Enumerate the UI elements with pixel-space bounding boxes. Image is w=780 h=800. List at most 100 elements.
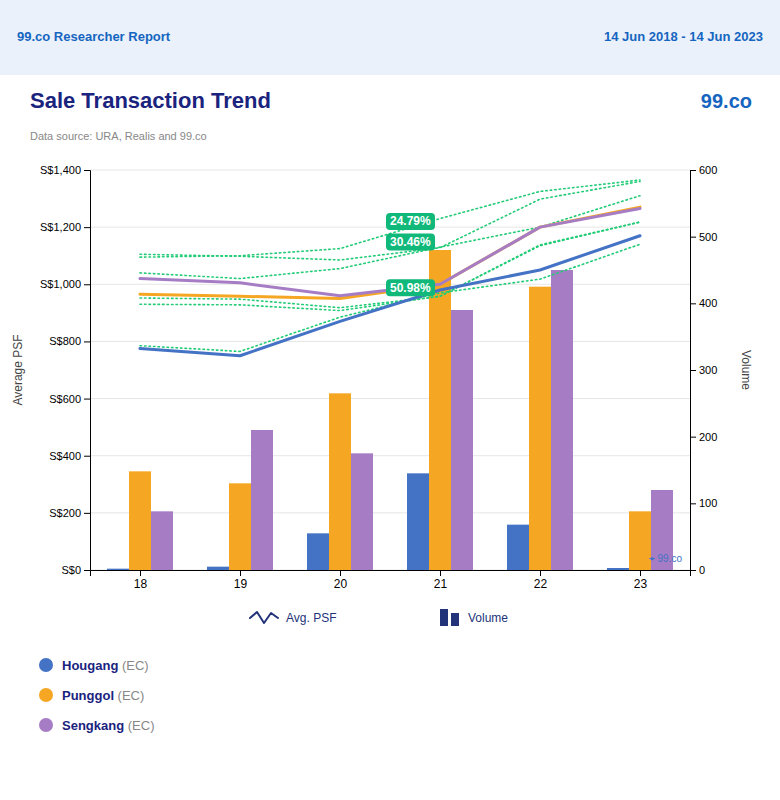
bar-series (151, 270, 673, 570)
annotation-text: 30.46% (390, 235, 431, 249)
line (140, 209, 640, 296)
tick-mark (540, 570, 541, 576)
tick-label: 100 (699, 497, 717, 509)
bar (451, 310, 473, 570)
tick-mark (690, 570, 696, 571)
tick-mark (84, 399, 90, 400)
tick: S$200 (49, 507, 90, 519)
tick-label: S$400 (49, 450, 81, 462)
tick-label: S$800 (49, 335, 81, 347)
bar (129, 471, 151, 570)
tick-label: 600 (699, 164, 717, 176)
legend-label: Punggol (EC) (62, 688, 144, 703)
grid-line (90, 512, 690, 513)
tick: 18 (134, 570, 148, 591)
bar (251, 430, 273, 570)
annotation: 24.79% (386, 213, 435, 230)
annotation: 30.46% (386, 234, 435, 251)
tick-label: S$1,200 (40, 221, 81, 233)
y2-axis: 0100200300400500600 (690, 164, 717, 576)
tick-label: 0 (699, 564, 705, 576)
bar (329, 393, 351, 570)
annotation: 50.98% (386, 279, 435, 296)
tick-mark (690, 170, 696, 171)
tick: 600 (690, 164, 717, 176)
legend-label: Avg. PSF (286, 611, 336, 625)
tick-label: 21 (434, 577, 448, 591)
axis-line (91, 571, 691, 577)
band-line (140, 180, 640, 257)
tick-mark (340, 570, 341, 576)
annotation-badge (386, 213, 435, 230)
tick-mark (84, 284, 90, 285)
tick: S$800 (49, 335, 90, 347)
annotation-badge (386, 279, 435, 296)
tick-mark (84, 170, 90, 171)
tick-label: S$200 (49, 507, 81, 519)
tick: S$1,400 (40, 164, 90, 176)
title: Sale Transaction Trend (30, 88, 271, 113)
tick: 0 (690, 564, 705, 576)
tick-mark (84, 570, 90, 571)
tick-mark (140, 570, 141, 576)
tick-label: 19 (234, 577, 248, 591)
tick-label: 23 (634, 577, 648, 591)
x-axis: 18 19 20 21 22 23 (91, 570, 691, 591)
legend-icon (250, 612, 278, 623)
tick: S$1,200 (40, 221, 90, 233)
legend-label: Hougang (EC) (62, 658, 149, 673)
legend-swatch (39, 658, 53, 672)
tick-mark (84, 513, 90, 514)
y-axis-title: Average PSF (11, 334, 25, 405)
bar (207, 567, 229, 570)
bar (629, 511, 651, 570)
grid-line (90, 398, 690, 399)
tick: 21 (434, 570, 448, 591)
header-right: 14 Jun 2018 - 14 Jun 2023 (604, 29, 763, 44)
grid-line (90, 170, 690, 171)
tick-mark (440, 570, 441, 576)
tick-mark (690, 237, 696, 238)
bar (551, 270, 573, 570)
tick: 20 (334, 570, 348, 591)
annotation-text: 50.98% (390, 281, 431, 295)
grid-line (90, 455, 690, 456)
tick-mark (240, 570, 241, 576)
tick: 19 (234, 570, 248, 591)
tick-mark (690, 370, 696, 371)
tick-mark (690, 303, 696, 304)
tick-label: S$1,000 (40, 278, 81, 290)
y-axis: S$0 S$200 S$400 S$600 S$800 S$1,000 S$1,200 S$1… (40, 164, 90, 576)
tick: S$1,000 (40, 278, 90, 290)
grid-line (90, 341, 690, 342)
legend: Hougang (EC)Punggol (EC)Sengkang (EC) (39, 658, 154, 733)
legend-swatch (39, 718, 53, 732)
chart: 99.co Researcher Report 14 Jun 2018 - 14 … (0, 0, 780, 800)
bar (229, 483, 251, 570)
subtitle: Data source: URA, Realis and 99.co (30, 130, 207, 142)
bar (107, 569, 129, 570)
tick-mark (84, 456, 90, 457)
tick-mark (84, 341, 90, 342)
tick: 23 (634, 570, 648, 591)
header-left: 99.co Researcher Report (17, 29, 171, 44)
type-legend: Avg. PSF Volume (250, 609, 508, 626)
tick-label: S$0 (61, 564, 81, 576)
bar (351, 453, 373, 570)
band-line (140, 196, 640, 279)
bar (151, 511, 173, 570)
tick-label: S$600 (49, 393, 81, 405)
tick: S$400 (49, 450, 90, 462)
legend-icon (451, 613, 459, 626)
tick-label: 18 (134, 577, 148, 591)
annotation-badge (386, 234, 435, 251)
bar (529, 287, 551, 570)
tick: S$600 (49, 393, 90, 405)
legend-swatch (39, 688, 53, 702)
tick: 200 (690, 431, 717, 443)
tick-label: 22 (534, 577, 548, 591)
legend-label: Volume (468, 611, 508, 625)
tick-label: 20 (334, 577, 348, 591)
tick-mark (690, 437, 696, 438)
tick: 100 (690, 497, 717, 509)
